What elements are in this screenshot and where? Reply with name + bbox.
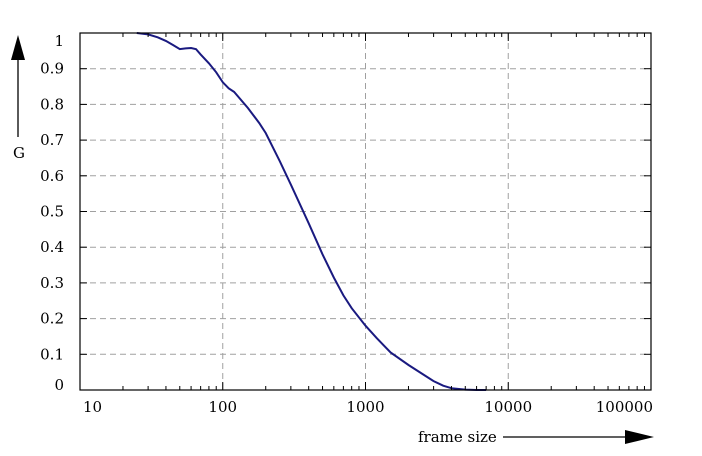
x-tick-label: 10000 bbox=[484, 398, 532, 416]
ticks bbox=[79, 32, 652, 391]
y-tick-label: 0.7 bbox=[40, 131, 64, 149]
series-line bbox=[136, 32, 487, 391]
y-tick-label: 0.6 bbox=[40, 167, 64, 185]
y-tick-label: 0.3 bbox=[40, 274, 64, 292]
y-tick-label: 0 bbox=[54, 376, 64, 394]
y-tick-label: 0.5 bbox=[40, 203, 64, 221]
x-axis-arrowhead bbox=[625, 430, 654, 444]
y-tick-label: 0.8 bbox=[40, 95, 64, 113]
series-layer bbox=[136, 32, 487, 391]
x-axis-label: frame size bbox=[418, 428, 497, 446]
y-axis-arrowhead bbox=[11, 35, 25, 60]
x-tick-label: 10 bbox=[83, 398, 102, 416]
x-tick-label: 100000 bbox=[596, 398, 653, 416]
y-tick-label: 0.9 bbox=[40, 60, 64, 78]
y-axis-label: G bbox=[13, 144, 25, 162]
y-tick-label: 0.4 bbox=[40, 238, 64, 256]
y-tick-label: 0.2 bbox=[40, 310, 64, 328]
x-tick-label: 100 bbox=[208, 398, 237, 416]
y-tick-label: 0.1 bbox=[40, 345, 64, 363]
tick-labels: 0 0.1 0.2 0.3 0.4 0.5 0.6 0.7 0.8 0.9 1 10 100 1000 10… bbox=[40, 32, 653, 416]
y-tick-label: 1 bbox=[54, 32, 64, 50]
x-tick-label: 1000 bbox=[346, 398, 384, 416]
grid bbox=[80, 33, 651, 390]
